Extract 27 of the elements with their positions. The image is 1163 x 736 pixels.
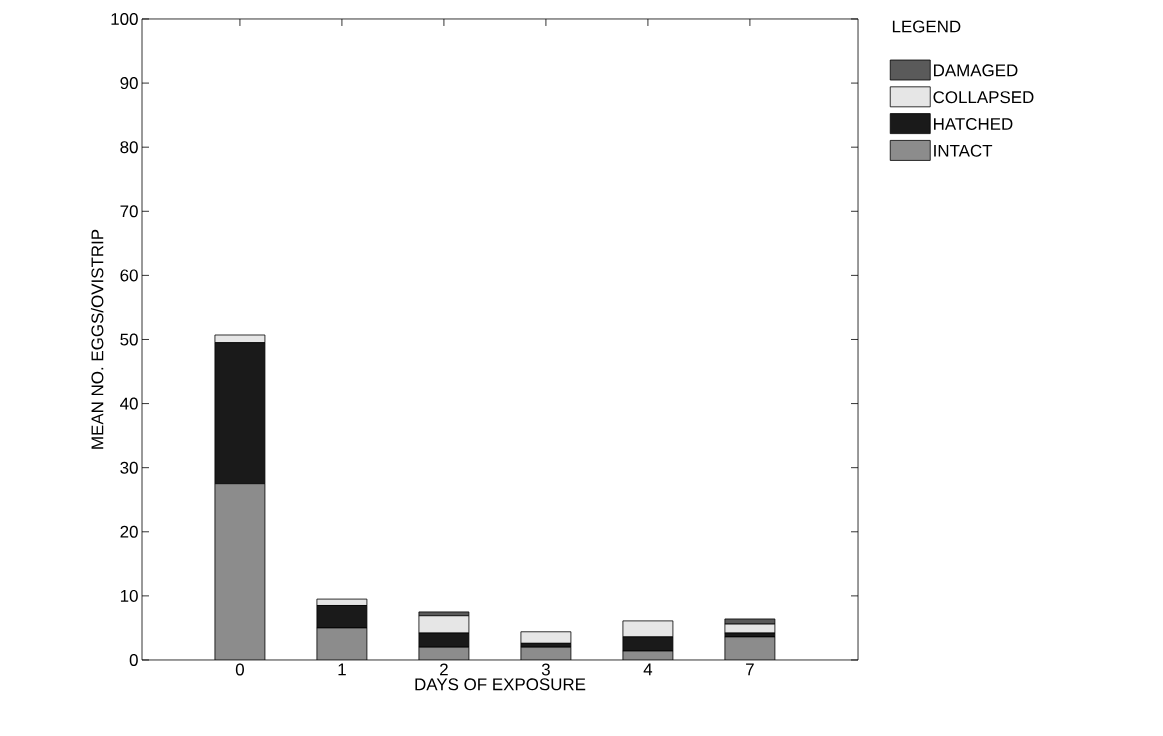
y-tick-label: 90 (120, 77, 138, 90)
y-tick-label: 50 (120, 333, 138, 346)
y-tick-label: 0 (129, 653, 138, 666)
x-tick-label: 1 (338, 663, 346, 676)
y-axis-title: MEAN NO. EGGS/OVISTRIP (90, 229, 104, 449)
bar (520, 631, 572, 644)
x-axis-title: DAYS OF EXPOSURE (415, 678, 586, 691)
x-tick-label: 0 (235, 663, 244, 676)
legend-label: HATCHED (934, 117, 1013, 130)
x-tick-label: 3 (541, 663, 550, 676)
y-tick-label: 60 (120, 269, 138, 282)
y-tick-label: 70 (120, 205, 138, 218)
x-tick-label: 7 (746, 663, 754, 676)
y-tick-label: 10 (120, 589, 138, 602)
y-tick-label: 80 (120, 141, 138, 154)
legend-label: INTACT (934, 144, 993, 157)
y-tick-label: 100 (111, 12, 138, 25)
legend-label: DAMAGED (934, 64, 1018, 77)
y-tick-label: 30 (120, 461, 138, 474)
bar (316, 627, 368, 660)
x-tick-label: 4 (643, 663, 653, 676)
x-tick-label: 2 (440, 663, 448, 676)
bar (214, 483, 266, 660)
legend-label: COLLAPSED (933, 91, 1034, 104)
legend-title: LEGEND (892, 20, 961, 33)
y-tick-label: 40 (120, 397, 138, 410)
y-tick-label: 20 (120, 525, 138, 538)
